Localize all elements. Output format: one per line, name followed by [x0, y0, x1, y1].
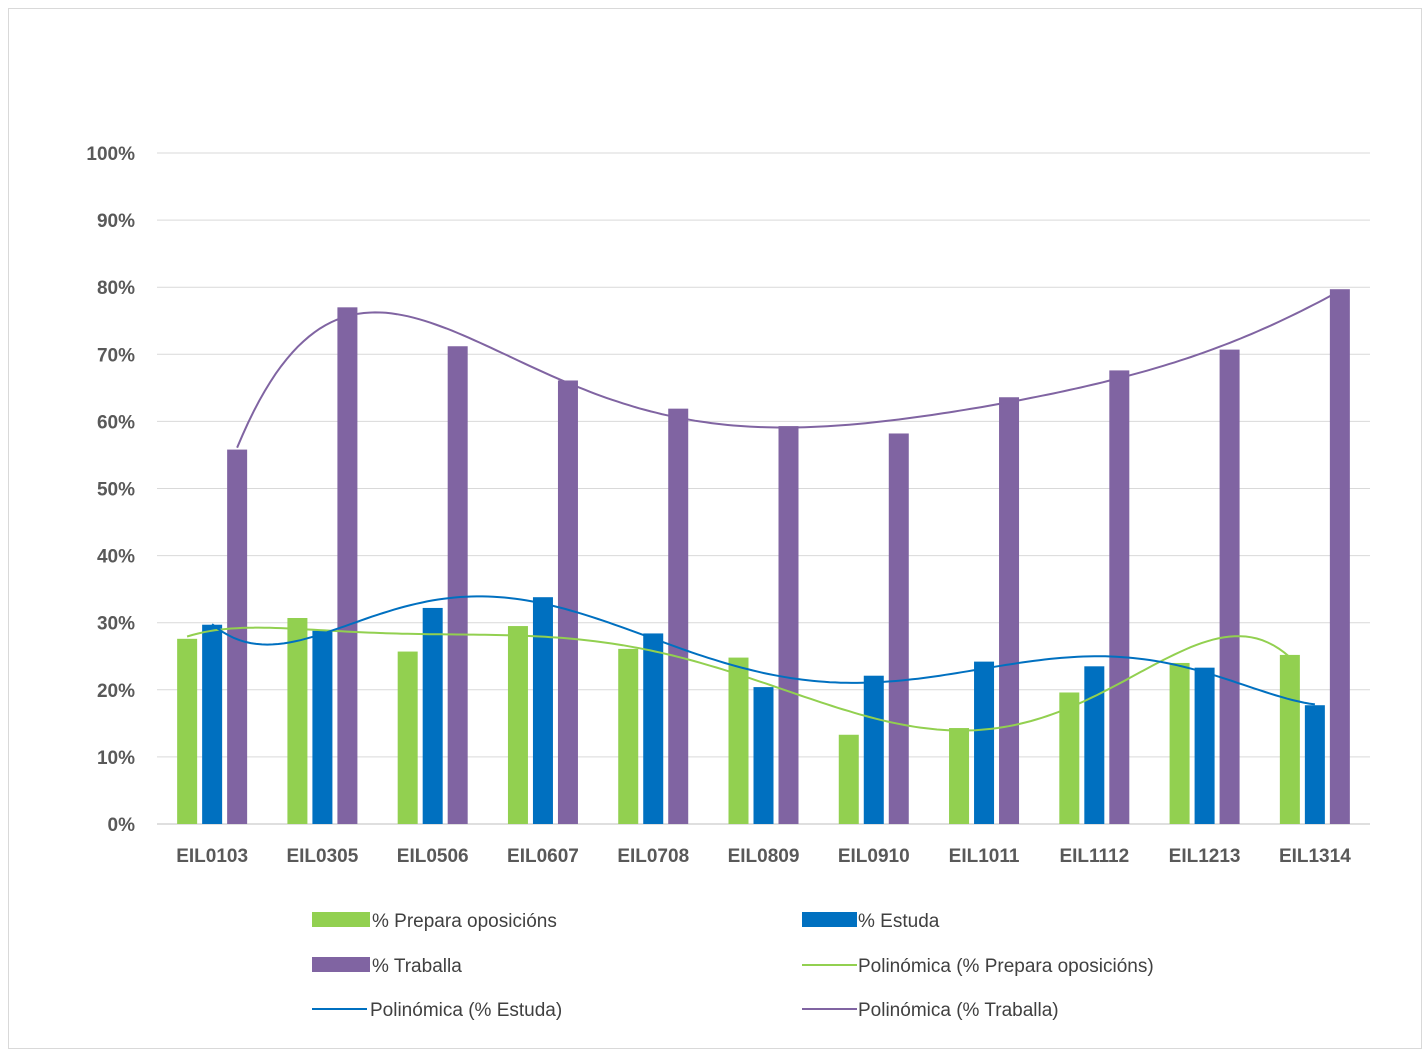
y-tick-label: 0% [108, 815, 136, 836]
y-tick-label: 50% [97, 480, 135, 501]
trendline [236, 289, 1341, 449]
y-tick-label: 30% [97, 614, 135, 635]
y-axis-ticks: 0% 10% 20% 30% 40% 50% 60% 70% 80% 90% 100% [86, 144, 135, 836]
x-tick-label: EIL1011 [949, 846, 1020, 867]
x-tick-label: EIL1213 [1169, 846, 1241, 867]
y-tick-label: 70% [97, 345, 135, 366]
trendline [211, 595, 1316, 706]
bar [287, 618, 308, 824]
x-tick-label: EIL0809 [728, 846, 800, 867]
bar [422, 607, 443, 824]
legend-swatch-prepara [312, 912, 370, 927]
legend: % Prepara oposicións % Estuda % Traballa… [312, 911, 1154, 1021]
y-tick-label: 90% [97, 211, 135, 232]
legend-label-estuda: % Estuda [858, 911, 940, 932]
bar [999, 397, 1020, 824]
legend-label-prepara: % Prepara oposicións [372, 911, 557, 932]
legend-swatch-traballa [312, 957, 370, 972]
legend-label-traballa: % Traballa [372, 956, 462, 977]
y-tick-label: 80% [97, 278, 135, 299]
x-tick-label: EIL0103 [176, 846, 248, 867]
bar [532, 597, 553, 824]
x-tick-label: EIL0506 [397, 846, 469, 867]
x-tick-label: EIL0910 [838, 846, 910, 867]
bar [778, 426, 799, 824]
bar [1219, 349, 1240, 824]
legend-label-trend-traballa: Polinómica (% Traballa) [858, 1000, 1059, 1021]
y-tick-label: 40% [97, 547, 135, 568]
bar [507, 626, 528, 824]
bar [974, 661, 995, 824]
trendline [186, 626, 1291, 732]
bar [838, 734, 859, 824]
bar [1329, 289, 1350, 824]
bar [1169, 662, 1190, 824]
bar [863, 675, 884, 824]
bar [177, 638, 198, 824]
bar [1084, 666, 1105, 824]
gridlines [157, 152, 1370, 825]
x-tick-label: EIL0305 [286, 846, 358, 867]
bar [1194, 667, 1215, 824]
legend-label-trend-estuda: Polinómica (% Estuda) [370, 1000, 562, 1021]
bar [728, 657, 749, 824]
legend-swatch-estuda [802, 912, 857, 927]
bar [227, 449, 248, 824]
bar [397, 651, 418, 824]
bar [643, 633, 664, 824]
y-tick-label: 10% [97, 748, 135, 769]
bar [668, 408, 689, 824]
legend-label-trend-prepara: Polinómica (% Prepara oposicións) [858, 956, 1154, 977]
x-axis-ticks: EIL0103 EIL0305 EIL0506 EIL0607 EIL0708 EIL08… [176, 846, 1351, 867]
trendlines [186, 289, 1341, 732]
y-tick-label: 60% [97, 412, 135, 433]
bar [312, 630, 333, 824]
bar [753, 687, 774, 824]
y-tick-label: 100% [86, 144, 135, 165]
bar [1279, 654, 1300, 824]
x-tick-label: EIL1314 [1279, 846, 1351, 867]
bar [618, 648, 639, 824]
x-tick-label: EIL0708 [617, 846, 689, 867]
bar [1059, 692, 1080, 824]
x-tick-label: EIL1112 [1059, 846, 1129, 867]
bar [557, 380, 578, 824]
bar [447, 346, 468, 824]
bar [202, 624, 223, 824]
y-tick-label: 20% [97, 681, 135, 702]
bar [1109, 370, 1130, 824]
x-tick-label: EIL0607 [507, 846, 579, 867]
bar [888, 433, 909, 824]
bar [337, 307, 358, 825]
bar [949, 728, 970, 824]
bar [1304, 705, 1325, 824]
bars [177, 289, 1350, 825]
